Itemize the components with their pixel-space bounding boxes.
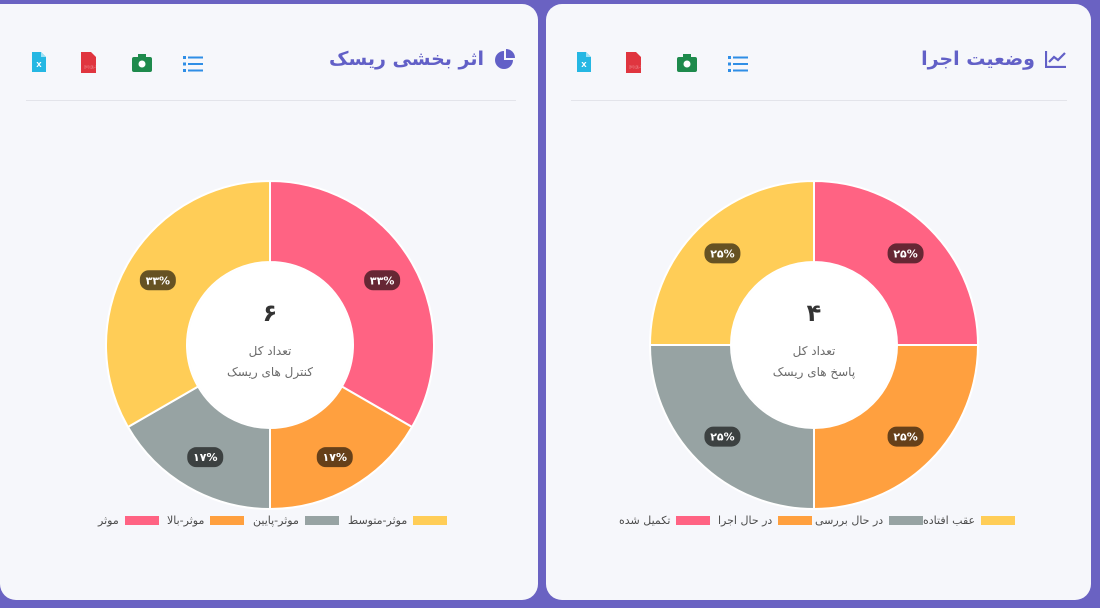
slice-data-label: ۱۷% bbox=[187, 447, 224, 468]
risk-effectiveness-card: اثر بخشی ریسک X PDF bbox=[0, 4, 538, 600]
donut-slice[interactable] bbox=[105, 179, 271, 429]
legend-swatch bbox=[676, 516, 711, 525]
slice-data-label: ۱۷% bbox=[316, 447, 353, 468]
legend-swatch bbox=[778, 516, 813, 525]
svg-text:۲۵%: ۲۵% bbox=[893, 431, 917, 444]
legend-swatch bbox=[413, 516, 448, 525]
screenshot-button[interactable] bbox=[132, 54, 152, 76]
legend-label: در حال اجرا bbox=[718, 514, 773, 527]
donut-center bbox=[188, 263, 352, 427]
export-pdf-button[interactable]: PDF bbox=[626, 52, 644, 78]
execution-status-donut-chart: ۲۵% ۲۵% ۲۵% ۲۵% ۴ تعداد کل پاسخ های ریسک bbox=[648, 179, 980, 511]
card-header: وضعیت اجرا X PDF bbox=[571, 38, 1067, 101]
card-title: اثر بخشی ریسک bbox=[329, 48, 484, 70]
pie-chart-icon bbox=[494, 48, 516, 74]
donut-center bbox=[732, 263, 896, 427]
screenshot-button[interactable] bbox=[677, 54, 697, 76]
excel-file-icon: X bbox=[577, 52, 591, 72]
slice-data-label: ۳۳% bbox=[139, 270, 176, 291]
legend-item[interactable]: موثر-بالا bbox=[167, 514, 245, 527]
svg-text:۳۳%: ۳۳% bbox=[370, 274, 394, 287]
camera-icon bbox=[132, 54, 152, 72]
legend-item[interactable]: در حال بررسی bbox=[815, 514, 924, 527]
svg-text:۲۵%: ۲۵% bbox=[710, 247, 734, 260]
legend-item[interactable]: موثر bbox=[98, 514, 159, 527]
slice-data-label: ۳۳% bbox=[364, 270, 401, 291]
list-icon bbox=[728, 56, 748, 72]
export-excel-button[interactable]: X bbox=[577, 52, 591, 76]
slice-data-label: ۲۵% bbox=[704, 426, 741, 447]
legend-swatch bbox=[304, 516, 339, 525]
legend-label: موثر-متوسط bbox=[348, 514, 408, 527]
excel-icon-label: X bbox=[581, 61, 587, 69]
svg-text:۳۳%: ۳۳% bbox=[146, 274, 170, 287]
excel-file-icon: X bbox=[32, 52, 46, 72]
center-total-value: ۶ bbox=[263, 299, 278, 327]
data-table-button[interactable] bbox=[728, 55, 748, 77]
legend-swatch bbox=[981, 516, 1016, 525]
legend-swatch bbox=[210, 516, 245, 525]
center-label-line1: تعداد کل bbox=[249, 344, 292, 358]
legend-item[interactable]: در حال اجرا bbox=[718, 514, 813, 527]
camera-icon bbox=[677, 54, 697, 72]
legend-label: عقب افتاده bbox=[923, 514, 976, 527]
legend-item[interactable]: عقب افتاده bbox=[923, 514, 1016, 527]
risk-effectiveness-donut-chart: ۳۳% ۱۷% ۱۷% ۳۳% ۶ تعداد کل کنترل های ریسک bbox=[105, 179, 435, 511]
pdf-file-icon: PDF bbox=[626, 52, 642, 73]
pdf-file-icon: PDF bbox=[81, 52, 97, 73]
center-label-line2: پاسخ های ریسک bbox=[773, 365, 855, 380]
center-total-value: ۴ bbox=[807, 299, 822, 327]
center-label-line2: کنترل های ریسک bbox=[227, 365, 313, 380]
legend-label: در حال بررسی bbox=[815, 514, 884, 527]
pdf-icon-label: PDF bbox=[84, 65, 97, 71]
legend-swatch bbox=[124, 516, 159, 525]
line-chart-icon bbox=[1044, 50, 1067, 72]
legend-label: موثر-بالا bbox=[167, 514, 205, 527]
data-table-button[interactable] bbox=[183, 55, 203, 77]
slice-data-label: ۲۵% bbox=[704, 243, 741, 264]
pdf-icon-label: PDF bbox=[629, 65, 642, 71]
slice-data-label: ۲۵% bbox=[887, 243, 924, 264]
donut-slice[interactable] bbox=[269, 179, 435, 429]
legend-label: موثر bbox=[98, 514, 119, 527]
list-icon bbox=[183, 56, 203, 72]
excel-icon-label: X bbox=[36, 61, 42, 69]
svg-text:۲۵%: ۲۵% bbox=[893, 247, 917, 260]
legend-swatch bbox=[889, 516, 924, 525]
center-label-line1: تعداد کل bbox=[793, 344, 836, 358]
svg-text:۲۵%: ۲۵% bbox=[710, 431, 734, 444]
legend-item[interactable]: موثر-متوسط bbox=[348, 514, 448, 527]
legend-item[interactable]: تکمیل شده bbox=[619, 514, 711, 527]
svg-text:۱۷%: ۱۷% bbox=[193, 451, 217, 464]
export-excel-button[interactable]: X bbox=[32, 52, 46, 76]
legend-label: تکمیل شده bbox=[619, 514, 671, 527]
execution-status-card: وضعیت اجرا X PDF bbox=[546, 4, 1091, 600]
svg-text:۱۷%: ۱۷% bbox=[323, 451, 347, 464]
slice-data-label: ۲۵% bbox=[887, 426, 924, 447]
legend-label: موثر-پایین bbox=[253, 514, 299, 527]
legend-item[interactable]: موثر-پایین bbox=[253, 514, 339, 527]
chart-legend: تکمیل شده در حال اجرا در حال بررسی عقب افتا… bbox=[546, 514, 1091, 534]
export-pdf-button[interactable]: PDF bbox=[81, 52, 99, 78]
card-title: وضعیت اجرا bbox=[921, 48, 1035, 70]
card-header: اثر بخشی ریسک X PDF bbox=[26, 38, 516, 101]
chart-legend: موثر موثر-بالا موثر-پایین موثر-متوسط bbox=[0, 514, 538, 534]
